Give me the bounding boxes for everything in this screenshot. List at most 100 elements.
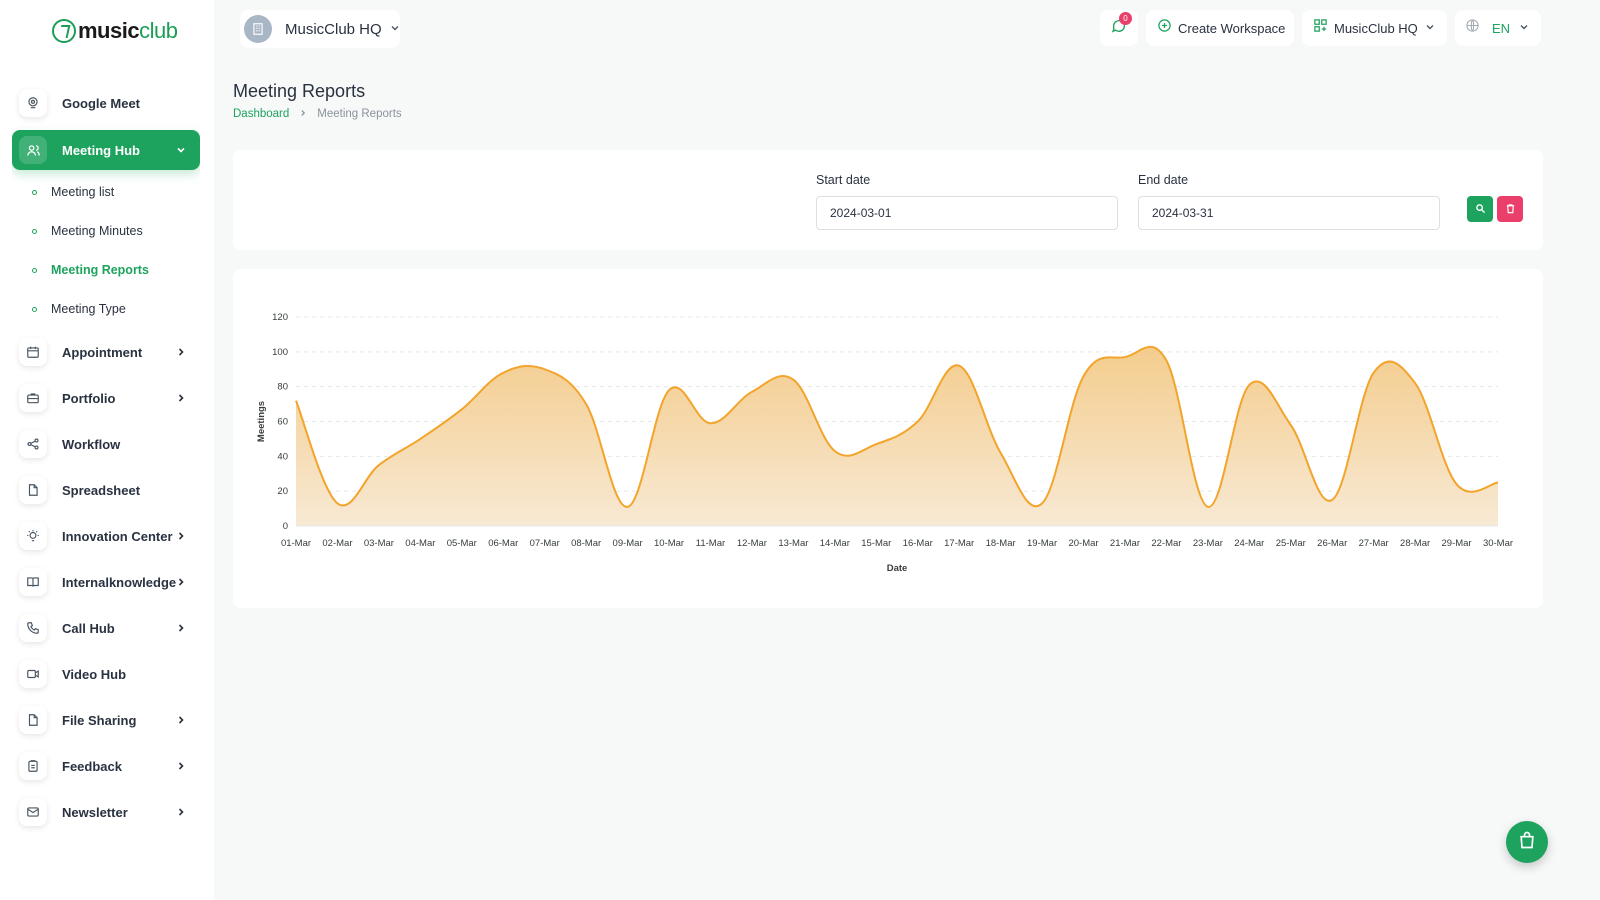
x-tick-label: 16-Mar [903,538,933,549]
sidebar-subitem-meeting-type[interactable]: Meeting Type [32,297,126,321]
apps-icon [1313,18,1328,38]
mail-icon [19,798,47,826]
sidebar-item-file-sharing[interactable]: File Sharing [12,700,200,740]
sidebar-item-workflow[interactable]: Workflow [12,424,200,464]
chevron-right-icon [174,621,188,635]
chevron-right-icon [299,108,307,120]
x-tick-label: 30-Mar [1483,538,1513,549]
language-selector[interactable]: EN [1455,10,1541,46]
calendar-icon [19,338,47,366]
bullet-icon [32,306,37,312]
y-tick-label: 60 [277,417,288,428]
sidebar-item-label: Portfolio [62,390,116,406]
book-icon [19,568,47,596]
end-date-input[interactable] [1138,196,1440,230]
sidebar-subitem-label: Meeting list [51,185,115,199]
search-icon [1475,202,1486,217]
sidebar-subitem-label: Meeting Reports [51,263,149,277]
end-date-label: End date [1138,173,1189,187]
x-tick-label: 15-Mar [861,538,891,549]
chevron-down-icon [1425,19,1435,37]
page-title: Meeting Reports [233,81,366,101]
x-tick-label: 17-Mar [944,538,974,549]
brand-name-part1: music [78,18,140,43]
y-tick-label: 40 [277,451,288,462]
breadcrumb-dashboard-link[interactable]: Dashboard [233,108,290,120]
chevron-right-icon [174,391,188,405]
x-tick-label: 21-Mar [1110,538,1140,549]
sidebar-item-internalknowledge[interactable]: Internalknowledge [12,562,200,602]
file-icon [19,706,47,734]
x-tick-label: 19-Mar [1027,538,1057,549]
workspace-switcher[interactable]: MusicClub HQ [240,10,400,48]
chevron-right-icon [174,529,188,543]
x-tick-label: 22-Mar [1151,538,1181,549]
bulb-icon [19,522,47,550]
workspace-menu-label: MusicClub HQ [1334,20,1418,36]
sidebar-item-portfolio[interactable]: Portfolio [12,378,200,418]
x-tick-label: 09-Mar [613,538,643,549]
share-icon [19,430,47,458]
users-icon [19,136,47,164]
start-date-label: Start date [816,173,871,187]
bullet-icon [32,267,37,273]
sidebar-item-label: Innovation Center [62,528,173,544]
sidebar-item-label: Google Meet [62,95,141,111]
brand-name-part2: club [139,18,178,43]
sidebar-item-video-hub[interactable]: Video Hub [12,654,200,694]
y-tick-label: 80 [277,382,288,393]
filter-card: Start date End date [233,150,1543,250]
sidebar-item-appointment[interactable]: Appointment [12,332,200,372]
x-tick-label: 29-Mar [1442,538,1472,549]
sidebar-item-label: Call Hub [62,620,115,636]
meetings-chart-card: 0 20 40 60 80 100 120 01-Mar 02-Mar 03-Mar 04-Mar 0… [233,269,1543,608]
messages-button[interactable]: 0 [1100,10,1138,46]
series-line [295,346,1499,508]
sidebar-item-call-hub[interactable]: Call Hub [12,608,200,648]
chevron-down-icon [390,20,400,38]
workspace-menu-button[interactable]: MusicClub HQ [1302,10,1447,46]
sidebar-item-label: Spreadsheet [62,482,141,498]
sidebar-item-label: Newsletter [62,804,128,820]
sidebar-subitem-meeting-list[interactable]: Meeting list [32,180,114,204]
sidebar-item-google-meet[interactable]: Google Meet [12,83,200,123]
briefcase-icon [19,384,47,412]
sidebar-item-meeting-hub[interactable]: Meeting Hub [12,130,200,170]
shopping-bag-button[interactable] [1506,821,1548,863]
y-tick-label: 0 [283,521,288,532]
chat-icon [1111,18,1127,39]
start-date-input[interactable] [816,196,1118,230]
globe-icon [1465,18,1480,38]
create-workspace-button[interactable]: Create Workspace [1146,10,1294,46]
x-tick-label: 23-Mar [1193,538,1223,549]
trash-icon [1505,202,1516,217]
sidebar-item-innovation-center[interactable]: Innovation Center [12,516,200,556]
sidebar-item-label: Internalknowledge [62,574,177,590]
sidebar-item-label: File Sharing [62,712,137,728]
sidebar-subitem-meeting-reports[interactable]: Meeting Reports [32,258,149,282]
sidebar-item-spreadsheet[interactable]: Spreadsheet [12,470,200,510]
x-tick-label: 05-Mar [447,538,477,549]
brand-logo[interactable]: musicclub [52,18,178,44]
x-tick-label: 26-Mar [1317,538,1347,549]
sidebar-item-feedback[interactable]: Feedback [12,746,200,786]
plus-circle-icon [1157,18,1172,38]
video-icon [19,660,47,688]
x-tick-label: 06-Mar [488,538,518,549]
bullet-icon [32,189,37,195]
sidebar-item-label: Video Hub [62,666,127,682]
x-tick-label: 25-Mar [1276,538,1306,549]
y-axis-title: Meetings [256,401,267,442]
sidebar-subitem-meeting-minutes[interactable]: Meeting Minutes [32,219,143,243]
chevron-right-icon [174,805,188,819]
phone-icon [19,614,47,642]
sidebar-item-newsletter[interactable]: Newsletter [12,792,200,832]
clear-filter-button[interactable] [1497,196,1523,222]
chevron-down-icon [174,143,188,157]
shopping-bag-icon [1517,830,1537,855]
sidebar-item-label: Meeting Hub [62,142,140,158]
x-tick-label: 02-Mar [322,538,352,549]
y-tick-label: 100 [272,347,288,358]
search-button[interactable] [1467,196,1493,222]
sidebar: musicclub Google Meet Meeting Hub Meetin… [0,0,214,900]
